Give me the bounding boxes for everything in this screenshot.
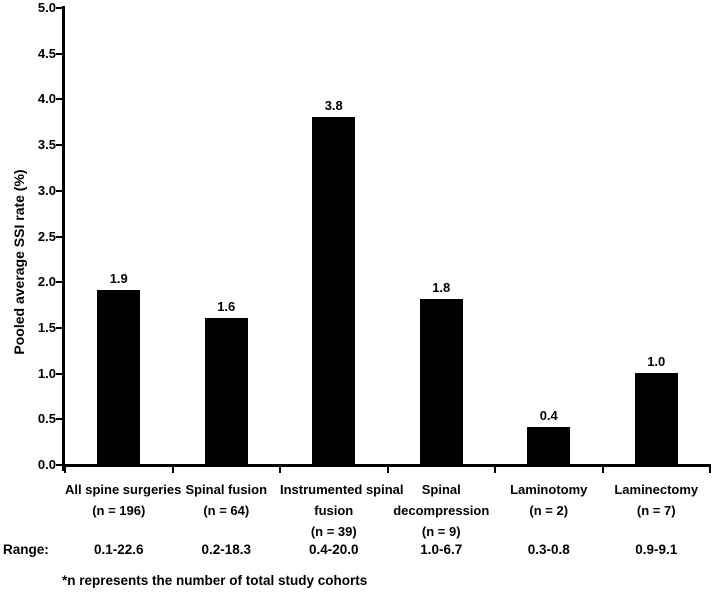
x-category-label-line: (n = 7) — [636, 503, 676, 518]
footnote: *n represents the number of total study … — [62, 573, 368, 588]
x-category-label-line: Laminectomy — [614, 482, 699, 497]
y-tick-label: 1.0 — [37, 365, 56, 381]
y-tick-label: 4.5 — [37, 45, 56, 61]
bar — [634, 372, 678, 464]
y-tick-label: 3.5 — [37, 137, 56, 153]
y-tick-mark — [56, 326, 62, 329]
x-axis-line — [62, 464, 711, 467]
x-tick-mark — [601, 467, 604, 473]
x-category-label-line: (n = 2) — [529, 503, 569, 518]
x-category-label-line: Spinal fusion — [185, 482, 268, 497]
x-category-label-line: All spine surgeries — [65, 482, 182, 497]
y-tick-mark — [56, 7, 62, 9]
range-value: 0.1-22.6 — [93, 542, 144, 557]
x-tick-mark — [709, 467, 711, 473]
y-tick-label: 4.0 — [37, 91, 56, 107]
x-tick-mark — [64, 467, 66, 473]
y-tick-label: 5.0 — [37, 0, 56, 15]
range-value: 0.4-20.0 — [308, 542, 359, 557]
x-tick-mark — [494, 467, 496, 473]
y-tick-mark — [56, 372, 62, 375]
bar-value-label: 1.0 — [647, 353, 666, 369]
y-tick-label: 2.0 — [37, 274, 56, 290]
bar — [204, 317, 248, 464]
y-tick-mark — [56, 144, 62, 147]
range-value: 0.3-0.8 — [527, 542, 570, 557]
range-row-label: Range: — [3, 542, 49, 557]
x-tick-mark — [386, 467, 389, 473]
x-category-label: Instrumented spinal fusion (n = 39) — [280, 479, 404, 542]
y-tick-mark — [56, 52, 62, 55]
y-tick-mark — [56, 418, 62, 421]
x-category-label: Laminotomy (n = 2) — [495, 479, 603, 521]
y-axis-line — [62, 6, 65, 471]
y-tick-label: 3.0 — [37, 182, 56, 198]
x-category-label-line: (n = 196) — [92, 503, 146, 518]
x-category-label-line: Spinal — [421, 482, 461, 497]
y-tick-mark — [56, 464, 62, 466]
y-tick-label: 1.5 — [37, 319, 56, 335]
bar-value-label: 1.6 — [217, 298, 236, 314]
x-category-label: Laminectomy (n = 7) — [603, 479, 711, 521]
bar-value-label: 0.4 — [539, 408, 558, 424]
x-category-label: Spinal decompression (n = 9) — [388, 479, 496, 542]
x-category-label: Spinal fusion (n = 64) — [173, 479, 281, 521]
bar-value-label: 1.8 — [432, 280, 451, 296]
x-category-label-line: decompression — [393, 503, 490, 518]
x-category-label-line: (n = 39) — [310, 524, 357, 539]
bar-value-label: 3.8 — [324, 97, 343, 113]
x-category-label: All spine surgeries (n = 196) — [65, 479, 182, 521]
x-category-label-line: (n = 64) — [203, 503, 250, 518]
range-value: 0.2-18.3 — [201, 542, 252, 557]
x-category-label-line: fusion — [314, 503, 354, 518]
y-tick-label: 0.5 — [37, 411, 56, 427]
y-tick-mark — [56, 98, 62, 101]
x-category-label-line: Laminotomy — [510, 482, 588, 497]
y-tick-label: 2.5 — [37, 228, 56, 244]
x-tick-mark — [171, 467, 174, 473]
bar — [527, 427, 571, 464]
bar — [97, 290, 141, 464]
x-tick-mark — [279, 467, 281, 473]
y-tick-mark — [56, 189, 62, 192]
bar — [312, 116, 356, 464]
y-tick-mark — [56, 281, 62, 284]
x-category-label-line: (n = 9) — [421, 524, 461, 539]
range-value: 0.9-9.1 — [635, 542, 678, 557]
bar — [419, 299, 463, 464]
y-tick-mark — [56, 235, 62, 238]
bar-value-label: 1.9 — [109, 271, 128, 287]
y-tick-label: 0.0 — [37, 457, 56, 472]
x-category-label-line: Instrumented spinal — [280, 482, 404, 497]
range-value: 1.0-6.7 — [420, 542, 463, 557]
